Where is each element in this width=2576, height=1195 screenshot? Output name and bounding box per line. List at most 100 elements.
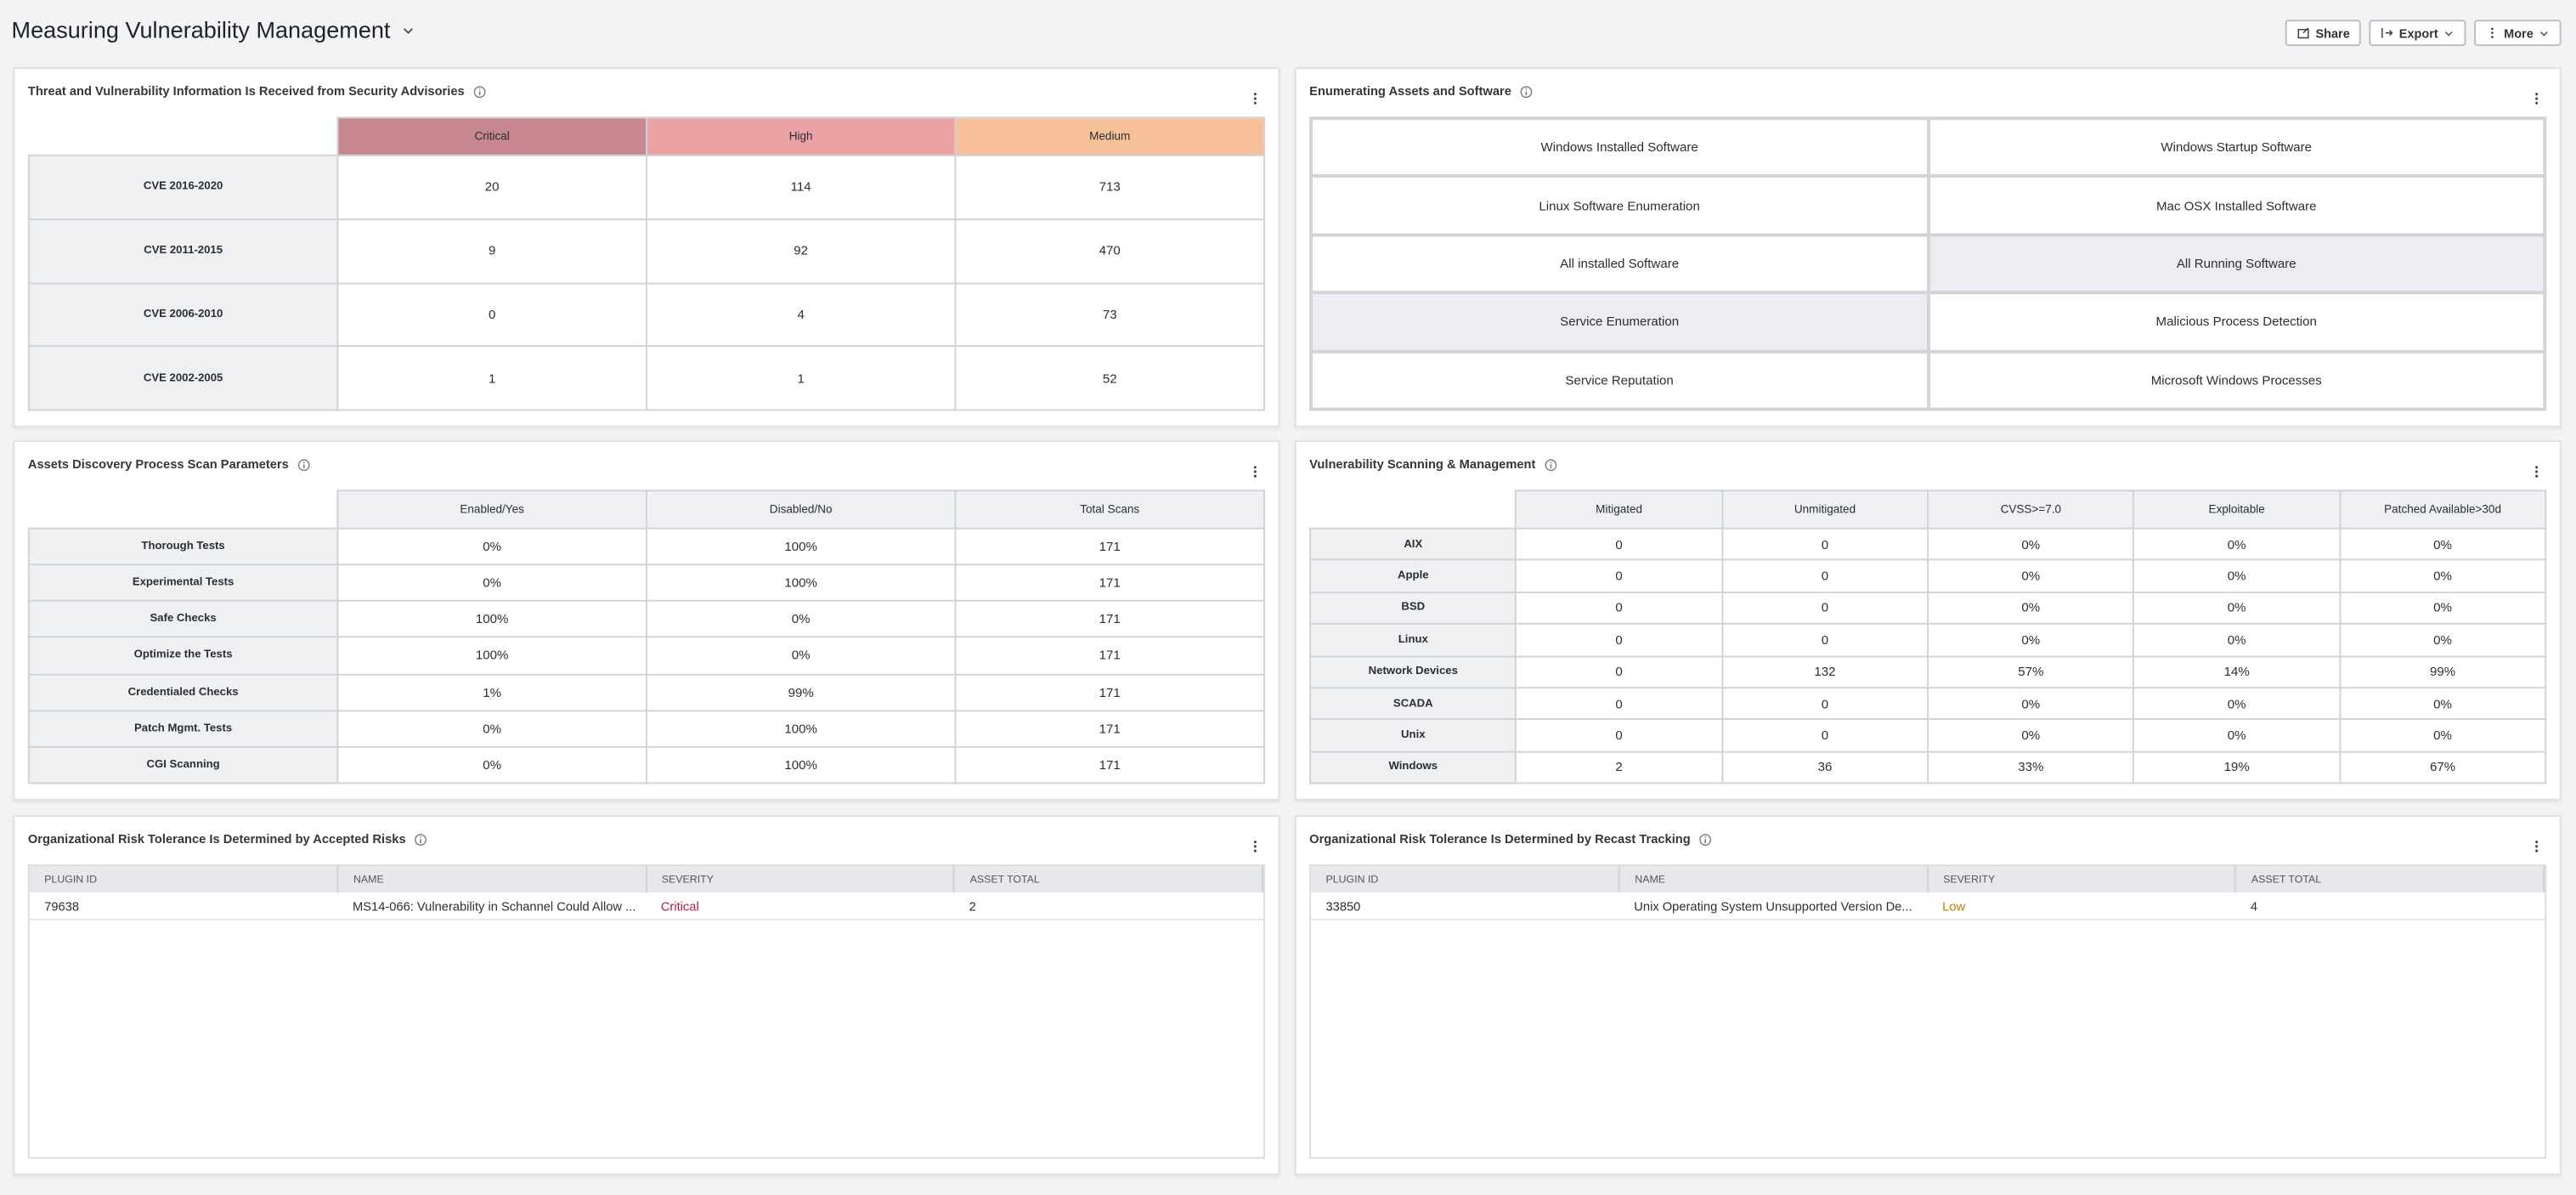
table-row: Credentialed Checks 1% 99% 171 <box>27 672 1265 711</box>
panel: Threat and Vulnerability Information Is … <box>13 67 1280 428</box>
row-label: Apple <box>1309 559 1517 593</box>
table-cell: 0% <box>1927 718 2135 752</box>
column-header: Unmitigated <box>1720 490 1929 530</box>
corner-cell <box>28 117 338 156</box>
table-cell: 0 <box>1515 623 1723 657</box>
table-cell: 79638 <box>29 892 338 920</box>
table-cell: 0% <box>645 637 957 675</box>
table-body: 79638 MS14-066: Vulnerability in Schannel… <box>29 892 1263 920</box>
panel-title-text: Organizational Risk Tolerance Is Determi… <box>1309 831 1691 847</box>
header-row: Critical High Medium <box>28 116 1265 156</box>
column-header[interactable]: PLUGIN ID <box>29 866 339 892</box>
panel-menu[interactable] <box>2530 457 2543 487</box>
grid-cell[interactable]: Service Enumeration <box>1311 292 1929 352</box>
table-cell: 1 <box>645 345 957 411</box>
table-row: Linux 0 0 0% 0% 0% <box>1309 623 2547 657</box>
list-table: PLUGIN ID NAME SEVERITY ASSET TOTAL 79638 MS1… <box>29 866 1264 920</box>
column-header[interactable]: SEVERITY <box>1927 866 2237 892</box>
header-button[interactable]: Share <box>2285 20 2362 47</box>
table-cell: 100% <box>645 564 957 603</box>
column-header[interactable]: PLUGIN ID <box>1311 866 1620 892</box>
table-row: CGI Scanning 0% 100% 171 <box>27 745 1265 784</box>
table-head: Critical High Medium <box>28 116 1265 156</box>
table-cell: 57% <box>1927 654 2135 688</box>
grid-cell[interactable]: Windows Startup Software <box>1928 118 2545 177</box>
table-row: Optimize the Tests 100% 0% 171 <box>27 637 1265 675</box>
row-label: CVE 2011-2015 <box>27 218 339 284</box>
column-header[interactable]: NAME <box>1618 866 1929 892</box>
row-label: Windows <box>1309 750 1517 784</box>
table-cell: 100% <box>336 600 647 639</box>
panel: Enumerating Assets and Software Windows I… <box>1294 67 2562 428</box>
row-label: Patch Mgmt. Tests <box>27 709 339 748</box>
column-header[interactable]: SEVERITY <box>646 866 956 892</box>
table-cell: 171 <box>954 745 1265 784</box>
table-row[interactable]: 79638 MS14-066: Vulnerability in Schannel… <box>29 892 1263 920</box>
table-cell: 0% <box>645 600 957 639</box>
table-cell: 171 <box>954 709 1265 748</box>
row-label: Thorough Tests <box>27 527 339 566</box>
table-cell: 100% <box>336 637 647 675</box>
kebab-icon <box>1253 93 1257 105</box>
panel-menu[interactable] <box>1249 457 1262 487</box>
panel-menu[interactable] <box>1249 831 1262 861</box>
grid-cell[interactable]: Service Reputation <box>1311 351 1929 410</box>
column-header[interactable]: NAME <box>337 866 647 892</box>
panel-title-text: Threat and Vulnerability Information Is … <box>27 83 465 99</box>
table-cell: 0% <box>2338 559 2547 593</box>
grid-cell[interactable]: Mac OSX Installed Software <box>1928 176 2545 235</box>
table-cell: 0 <box>1720 623 1929 657</box>
table-cell: 0% <box>2133 687 2341 721</box>
kebab-icon <box>1253 841 1257 852</box>
info-icon <box>1544 458 1556 471</box>
grid-cell[interactable]: Linux Software Enumeration <box>1311 176 1929 235</box>
button-label: Share <box>2315 25 2350 41</box>
info-icon <box>297 458 310 471</box>
header-button[interactable]: More <box>2474 20 2562 47</box>
row-label: Network Devices <box>1309 654 1517 688</box>
grid-cell[interactable]: All installed Software <box>1311 235 1929 293</box>
panel-menu[interactable] <box>2530 84 2543 114</box>
dashboard-title[interactable]: Measuring Vulnerability Management <box>12 16 415 42</box>
table-cell: 0% <box>2133 718 2341 752</box>
table-cell: 20 <box>336 154 647 220</box>
table-cell: 0% <box>336 564 647 603</box>
table-cell: 1 <box>336 345 647 411</box>
table-cell: 9 <box>336 218 647 284</box>
column-header: Enabled/Yes <box>336 490 647 530</box>
column-header[interactable]: ASSET TOTAL <box>2235 866 2545 892</box>
row-label: CGI Scanning <box>27 745 339 784</box>
table-row: CVE 2002-2005 1 1 52 <box>27 345 1265 411</box>
row-label: Experimental Tests <box>27 564 339 603</box>
table-cell: 92 <box>645 218 957 284</box>
panel-body: Windows Installed Software Windows Startu… <box>1309 116 2547 411</box>
panel-menu[interactable] <box>2530 831 2543 861</box>
button-icon <box>2491 27 2494 38</box>
grid-cell[interactable]: Malicious Process Detection <box>1928 292 2545 352</box>
column-header[interactable]: ASSET TOTAL <box>954 866 1264 892</box>
panel-title: Organizational Risk Tolerance Is Determi… <box>1309 831 1712 847</box>
panel: Vulnerability Scanning & Management Mitig… <box>1294 440 2562 801</box>
column-header: Patched Available>30d <box>2338 490 2547 530</box>
grid-cell[interactable]: All Running Software <box>1928 235 2545 293</box>
table-cell: 0 <box>1720 687 1929 721</box>
table-cell: 2 <box>954 892 1263 920</box>
column-header: Total Scans <box>954 490 1265 530</box>
panel-title: Enumerating Assets and Software <box>1309 84 1533 99</box>
panel-title-text: Enumerating Assets and Software <box>1309 83 1511 99</box>
grid-cell[interactable]: Microsoft Windows Processes <box>1928 351 2545 410</box>
grid-cell[interactable]: Windows Installed Software <box>1311 118 1929 177</box>
table-cell: 0% <box>2133 527 2341 562</box>
row-label: Unix <box>1309 718 1517 752</box>
chevron <box>2539 31 2548 36</box>
table-cell: 100% <box>645 745 957 784</box>
panel: Assets Discovery Process Scan Parameters… <box>13 440 1280 801</box>
matrix-table: Enabled/Yes Disabled/No Total Scans Thoroug… <box>27 490 1265 784</box>
table-cell: 0% <box>2338 623 2547 657</box>
panel-menu[interactable] <box>1249 84 1262 114</box>
column-header: Exploitable <box>2133 490 2341 530</box>
column-header: CVSS>=7.0 <box>1927 490 2135 530</box>
table-row[interactable]: 33850 Unix Operating System Unsupported V… <box>1311 892 2545 920</box>
header-button[interactable]: Export <box>2369 20 2466 47</box>
table-cell: 0% <box>1927 623 2135 657</box>
